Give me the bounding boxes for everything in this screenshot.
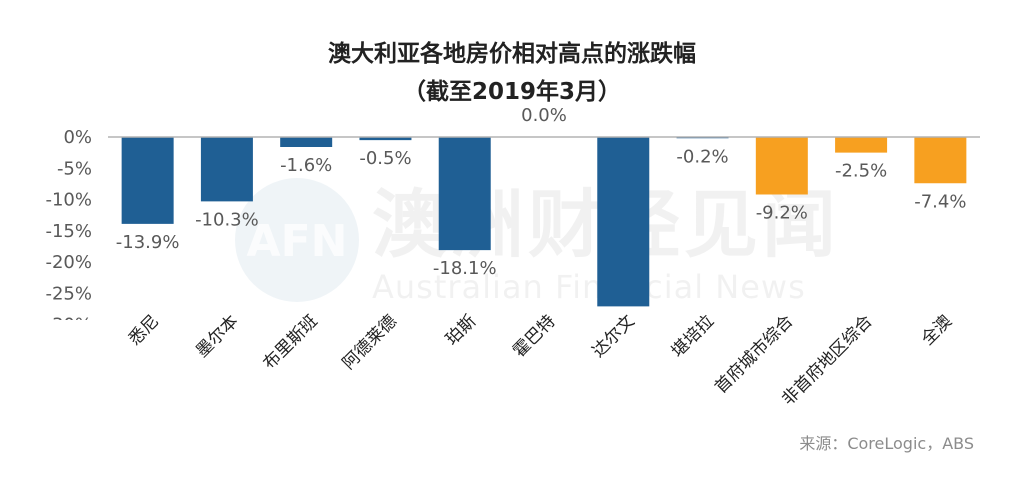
data-label: -10.3% xyxy=(195,209,259,230)
bar xyxy=(597,137,650,307)
category-label: 霍巴特 xyxy=(509,311,559,361)
axis-crop-mask xyxy=(0,320,106,360)
data-label: -2.5% xyxy=(835,161,887,182)
y-tick-label: -25% xyxy=(45,283,92,304)
watermark-logo-circle xyxy=(235,178,359,302)
watermark: AFN 澳洲财经见闻 Australian Financial News 海那 xyxy=(235,178,836,306)
category-label: 墨尔本 xyxy=(192,311,242,361)
y-tick-label: -15% xyxy=(45,221,92,242)
data-label: -1.6% xyxy=(280,155,332,176)
y-tick-label: -10% xyxy=(45,190,92,211)
bar xyxy=(359,137,412,141)
data-label: -18.1% xyxy=(433,258,497,279)
data-label: 0.0% xyxy=(521,105,567,126)
category-label: 全澳 xyxy=(918,311,956,349)
bar xyxy=(438,137,491,251)
category-label: 悉尼 xyxy=(125,311,163,349)
data-label: -9.2% xyxy=(756,203,808,224)
bar xyxy=(914,137,967,184)
bar xyxy=(835,137,888,153)
category-label: 达尔文 xyxy=(589,311,639,361)
category-label: 阿德莱德 xyxy=(339,311,401,373)
data-label: -0.2% xyxy=(676,146,728,167)
watermark-logo-text: AFN xyxy=(247,216,348,267)
chart-title: 澳大利亚各地房价相对高点的涨跌幅 xyxy=(328,41,696,67)
watermark-brand-en: Australian Financial News xyxy=(372,268,806,306)
y-tick-label: -20% xyxy=(45,252,92,273)
bar xyxy=(280,137,333,147)
category-label: 首府城市综合 xyxy=(711,311,797,397)
source-note: 来源：CoreLogic，ABS xyxy=(799,434,974,453)
y-tick-label: 0% xyxy=(63,127,92,148)
bar xyxy=(755,137,808,195)
category-label: 堪培拉 xyxy=(668,311,718,361)
data-label: -13.9% xyxy=(116,232,180,253)
bar xyxy=(121,137,174,224)
data-label: -7.4% xyxy=(914,191,966,212)
category-label: 布里斯班 xyxy=(259,311,321,373)
y-tick-label: -5% xyxy=(57,158,92,179)
category-label: 珀斯 xyxy=(442,311,480,349)
chart-subtitle: （截至2019年3月） xyxy=(402,79,622,105)
data-label: -0.5% xyxy=(359,148,411,169)
bar xyxy=(200,137,253,202)
